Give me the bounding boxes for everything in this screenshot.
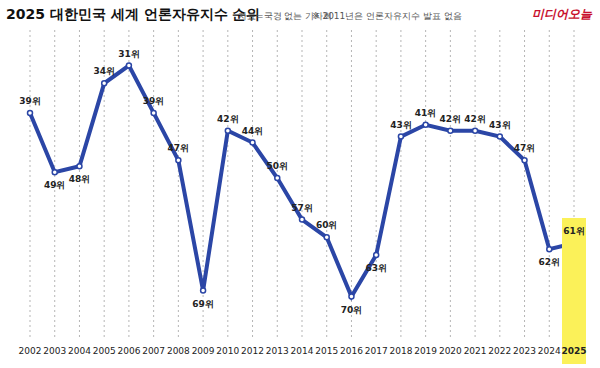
svg-text:47위: 47위	[168, 143, 190, 153]
svg-text:39위: 39위	[143, 96, 165, 106]
svg-text:2012: 2012	[241, 346, 264, 356]
svg-text:69위: 69위	[192, 299, 214, 309]
svg-text:2024: 2024	[538, 346, 561, 356]
svg-text:49위: 49위	[44, 180, 66, 190]
svg-text:2022: 2022	[488, 346, 511, 356]
svg-text:2020: 2020	[439, 346, 462, 356]
html-text:2025 대한민국 세계 언론자유지수 순위: 2025 대한민국 세계 언론자유지수 순위	[6, 6, 261, 22]
svg-text:2013: 2013	[266, 346, 289, 356]
svg-text:31위: 31위	[118, 49, 140, 59]
svg-text:2017: 2017	[365, 346, 388, 356]
svg-text:44위: 44위	[242, 126, 264, 136]
svg-text:2003: 2003	[43, 346, 66, 356]
html-text:미디어오늘: 미디어오늘	[532, 7, 592, 21]
svg-text:2015: 2015	[315, 346, 338, 356]
svg-text:2018: 2018	[389, 346, 412, 356]
svg-text:62위: 62위	[539, 257, 561, 267]
svg-text:70위: 70위	[341, 305, 363, 315]
svg-text:2007: 2007	[142, 346, 165, 356]
svg-text:50위: 50위	[267, 161, 289, 171]
svg-text:34위: 34위	[93, 66, 115, 76]
svg-text:48위: 48위	[69, 174, 91, 184]
svg-text:43위: 43위	[390, 120, 412, 130]
svg-text:43위: 43위	[489, 120, 511, 130]
svg-text:42위: 42위	[217, 114, 239, 124]
svg-text:39위: 39위	[19, 96, 41, 106]
svg-text:2002: 2002	[19, 346, 42, 356]
svg-text:2014: 2014	[291, 346, 314, 356]
svg-text:2005: 2005	[93, 346, 116, 356]
svg-text:57위: 57위	[291, 203, 313, 213]
svg-text:2008: 2008	[167, 346, 190, 356]
svg-text:42위: 42위	[464, 114, 486, 124]
svg-text:63위: 63위	[365, 263, 387, 273]
svg-text:42위: 42위	[440, 114, 462, 124]
svg-text:61위: 61위	[563, 226, 585, 236]
svg-text:2019: 2019	[414, 346, 437, 356]
svg-text:2023: 2023	[513, 346, 536, 356]
svg-text:2016: 2016	[340, 346, 363, 356]
svg-text:41위: 41위	[415, 108, 437, 118]
svg-text:2006: 2006	[117, 346, 140, 356]
html-text:자료=국경 없는 기자회: 자료=국경 없는 기자회	[238, 11, 333, 21]
svg-text:2009: 2009	[192, 346, 215, 356]
svg-text:2004: 2004	[68, 346, 91, 356]
html-text:※ 2011년은 언론자유지수 발표 없음: ※ 2011년은 언론자유지수 발표 없음	[312, 11, 462, 21]
svg-text:60위: 60위	[316, 220, 338, 230]
svg-text:2025: 2025	[561, 346, 586, 356]
svg-text:2010: 2010	[216, 346, 239, 356]
svg-text:47위: 47위	[514, 143, 536, 153]
svg-text:2021: 2021	[464, 346, 487, 356]
